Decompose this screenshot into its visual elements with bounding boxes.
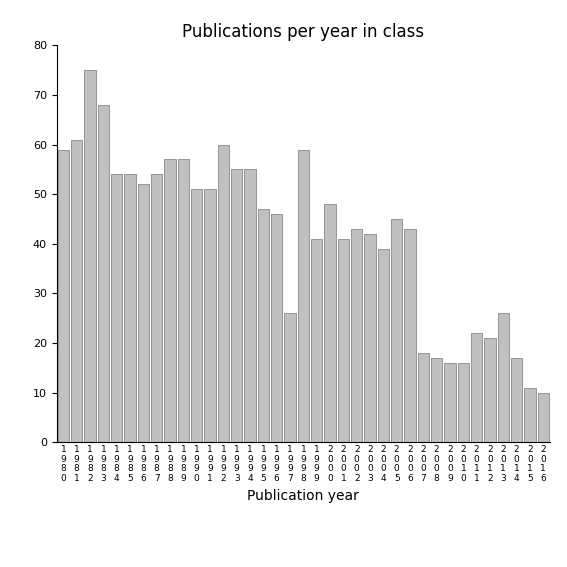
- Bar: [84, 70, 96, 442]
- Bar: [538, 393, 549, 442]
- Bar: [524, 388, 536, 442]
- Bar: [418, 353, 429, 442]
- Bar: [98, 105, 109, 442]
- Bar: [391, 219, 403, 442]
- X-axis label: Publication year: Publication year: [247, 489, 359, 503]
- Bar: [324, 204, 336, 442]
- Bar: [111, 175, 122, 442]
- Bar: [378, 249, 389, 442]
- Bar: [191, 189, 202, 442]
- Bar: [498, 313, 509, 442]
- Bar: [231, 170, 242, 442]
- Bar: [298, 150, 309, 442]
- Bar: [471, 333, 483, 442]
- Bar: [511, 358, 522, 442]
- Title: Publications per year in class: Publications per year in class: [182, 23, 425, 41]
- Bar: [284, 313, 295, 442]
- Bar: [404, 229, 416, 442]
- Bar: [244, 170, 256, 442]
- Bar: [58, 150, 69, 442]
- Bar: [431, 358, 442, 442]
- Bar: [218, 145, 229, 442]
- Bar: [271, 214, 282, 442]
- Bar: [365, 234, 376, 442]
- Bar: [257, 209, 269, 442]
- Bar: [338, 239, 349, 442]
- Bar: [151, 175, 162, 442]
- Bar: [138, 184, 149, 442]
- Bar: [164, 159, 176, 442]
- Bar: [204, 189, 215, 442]
- Bar: [445, 363, 456, 442]
- Bar: [124, 175, 136, 442]
- Bar: [458, 363, 469, 442]
- Bar: [311, 239, 323, 442]
- Bar: [351, 229, 362, 442]
- Bar: [71, 139, 82, 442]
- Bar: [484, 338, 496, 442]
- Bar: [177, 159, 189, 442]
